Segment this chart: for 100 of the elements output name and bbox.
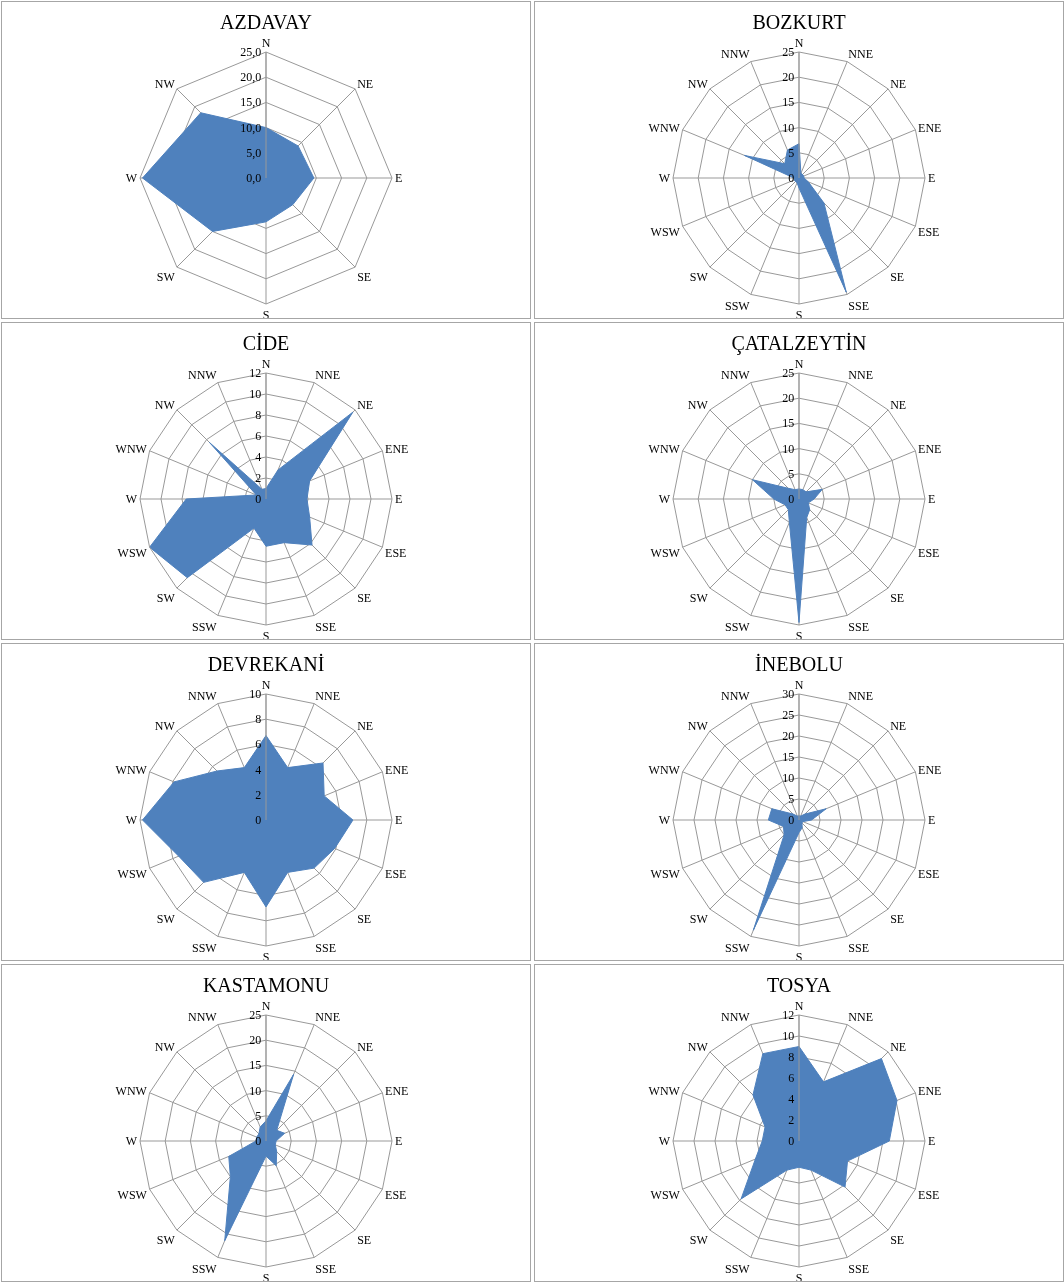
spoke-label: NNW [188,368,218,383]
spoke-label: WSW [650,545,681,560]
chart-title: AZDAVAY [220,10,312,33]
spoke-label: ESE [918,1187,940,1202]
y-tick-label: 6 [255,737,262,752]
spoke-label: NNE [315,1010,340,1025]
y-tick-label: 15 [249,1058,262,1073]
y-tick-label: 0 [788,1133,795,1148]
chart-title: KASTAMONU [202,973,330,996]
spoke-label: NE [890,77,907,92]
spoke-label: SW [156,1232,176,1247]
spoke-label: SW [156,269,176,284]
spoke-label: WSW [117,866,148,881]
spoke-label: ENE [918,762,942,777]
spoke-label: SSE [848,619,870,634]
spoke-label: N [794,356,804,371]
y-tick-label: 5 [788,145,795,160]
spoke-label: E [394,492,403,507]
y-tick-label: 0 [788,812,795,827]
spoke-label: NW [687,719,709,734]
spoke-label: SW [689,269,709,284]
spoke-label: WNW [648,762,681,777]
spoke-label: NW [687,1040,709,1055]
spoke-label: NNE [848,368,873,383]
y-tick-label: 8 [255,712,262,727]
spoke-label: SW [156,590,176,605]
spoke-label: SSW [724,940,751,955]
spoke-label: WNW [648,120,681,135]
y-tick-label: 4 [255,449,262,464]
spoke-label: W [125,492,138,507]
y-tick-label: 25,0 [240,44,262,59]
y-tick-label: 0,0 [246,170,262,185]
spoke-label: NNW [188,689,218,704]
y-tick-label: 2 [255,787,262,802]
spoke-label: N [794,998,804,1013]
spoke-label: ENE [918,1083,942,1098]
spoke-label: W [125,1134,138,1149]
spoke-label: NNE [848,1010,873,1025]
spoke-label: SSE [315,940,337,955]
spoke-label: E [394,171,403,186]
spoke-label: NNE [848,47,873,62]
spoke-label: E [927,813,936,828]
y-tick-label: 20,0 [240,70,262,85]
y-tick-label: 10 [782,1028,795,1043]
y-tick-label: 5,0 [246,145,262,160]
y-tick-label: 2 [788,1112,795,1127]
spoke-label: SSW [191,619,218,634]
y-tick-label: 15 [782,749,795,764]
spoke-label: W [658,171,671,186]
y-tick-label: 20 [782,728,795,743]
y-tick-label: 10,0 [240,120,262,135]
spoke-label: SE [890,269,905,284]
spoke-label: ENE [385,1083,409,1098]
spoke-label: SW [689,590,709,605]
chart-title: DEVREKANİ [207,652,325,675]
spoke-label: N [261,35,271,50]
spoke-label: W [125,813,138,828]
spoke-label: NE [890,719,907,734]
y-tick-label: 20 [782,391,795,406]
chart-title: TOSYA [766,973,832,996]
spoke-label: WSW [117,1187,148,1202]
y-tick-label: 20 [782,70,795,85]
spoke-label: ESE [918,866,940,881]
spoke-label: N [261,677,271,692]
y-tick-label: 25 [782,365,795,380]
spoke-label: ENE [918,120,942,135]
y-tick-label: 0 [255,812,262,827]
spoke-label: SE [357,269,372,284]
spoke-label: ESE [918,545,940,560]
spoke-label: SSW [191,940,218,955]
spoke-label: ESE [385,545,407,560]
spoke-label: ENE [385,441,409,456]
spoke-label: SW [689,1232,709,1247]
y-tick-label: 10 [782,120,795,135]
chart-title: CİDE [242,331,290,354]
y-tick-label: 6 [255,428,262,443]
y-tick-label: 25 [782,707,795,722]
spoke-label: NE [890,1040,907,1055]
spoke-label: SE [357,590,372,605]
chart-title: ÇATALZEYTİN [731,331,867,355]
spoke-label: SSE [848,940,870,955]
y-tick-label: 15 [782,95,795,110]
spoke-label: NE [357,719,374,734]
y-tick-label: 6 [788,1070,795,1085]
spoke-label: WNW [648,441,681,456]
y-tick-label: 10 [249,1083,262,1098]
spoke-label: E [394,1134,403,1149]
spoke-label: WNW [115,441,148,456]
spoke-label: NW [154,77,176,92]
spoke-label: SSW [724,298,751,313]
spoke-label: SE [890,590,905,605]
y-tick-label: 5 [255,1108,262,1123]
spoke-label: SSW [724,1261,751,1276]
spoke-label: SE [890,911,905,926]
spoke-label: SSE [315,619,337,634]
spoke-label: NE [357,77,374,92]
spoke-label: SE [890,1232,905,1247]
spoke-label: NW [154,719,176,734]
spoke-label: N [794,677,804,692]
spoke-label: SSE [848,1261,870,1276]
